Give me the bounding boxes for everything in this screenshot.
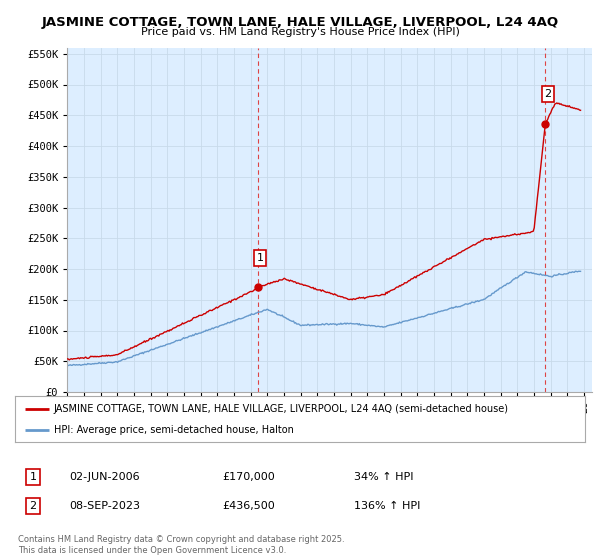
Text: Contains HM Land Registry data © Crown copyright and database right 2025.
This d: Contains HM Land Registry data © Crown c… <box>18 535 344 555</box>
Text: 34% ↑ HPI: 34% ↑ HPI <box>354 472 413 482</box>
Text: HPI: Average price, semi-detached house, Halton: HPI: Average price, semi-detached house,… <box>54 426 293 436</box>
Text: £170,000: £170,000 <box>222 472 275 482</box>
Text: 1: 1 <box>29 472 37 482</box>
Text: 02-JUN-2006: 02-JUN-2006 <box>69 472 140 482</box>
Text: 1: 1 <box>257 253 263 263</box>
Text: £436,500: £436,500 <box>222 501 275 511</box>
Text: 136% ↑ HPI: 136% ↑ HPI <box>354 501 421 511</box>
Text: 08-SEP-2023: 08-SEP-2023 <box>69 501 140 511</box>
Text: 2: 2 <box>29 501 37 511</box>
Text: JASMINE COTTAGE, TOWN LANE, HALE VILLAGE, LIVERPOOL, L24 4AQ: JASMINE COTTAGE, TOWN LANE, HALE VILLAGE… <box>41 16 559 29</box>
Text: JASMINE COTTAGE, TOWN LANE, HALE VILLAGE, LIVERPOOL, L24 4AQ (semi-detached hous: JASMINE COTTAGE, TOWN LANE, HALE VILLAGE… <box>54 404 509 414</box>
Text: 2: 2 <box>544 89 551 99</box>
Text: Price paid vs. HM Land Registry's House Price Index (HPI): Price paid vs. HM Land Registry's House … <box>140 27 460 37</box>
